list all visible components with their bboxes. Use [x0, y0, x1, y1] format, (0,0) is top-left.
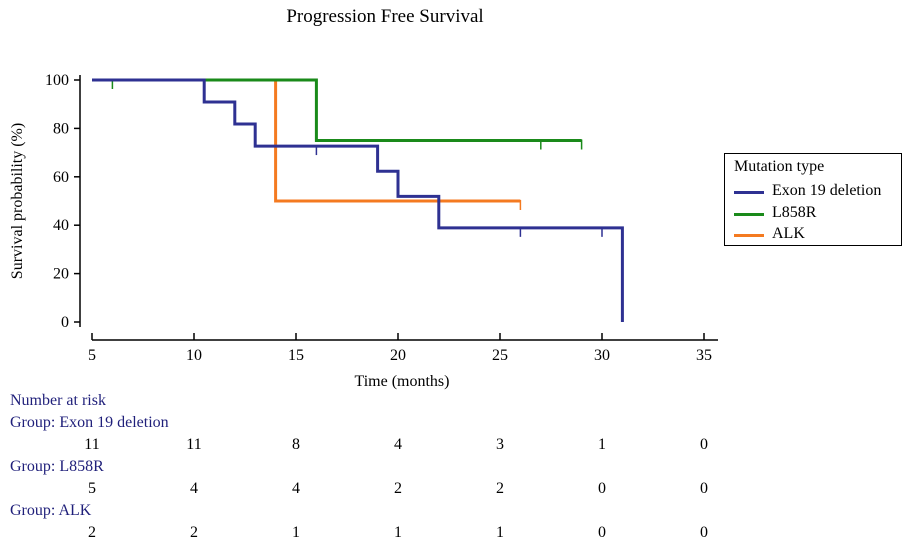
axes: 5 10 15 20 25 30 35 0 20 40 60 80 100 — [45, 72, 718, 364]
y-tick-label: 0 — [61, 314, 69, 331]
risk-count-exon19: 11 — [186, 436, 202, 453]
x-tick-label: 20 — [390, 347, 406, 364]
curve-exon19 — [92, 78, 624, 322]
y-tick-label: 80 — [53, 120, 69, 137]
legend-swatch-l858r — [734, 213, 764, 216]
x-axis-label: Time (months) — [355, 373, 450, 390]
risk-table-header: Number at risk — [10, 392, 106, 409]
risk-count-l858r: 5 — [88, 480, 96, 497]
risk-count-l858r: 4 — [190, 480, 198, 497]
legend-item-exon19: Exon 19 deletion — [734, 182, 902, 204]
risk-count-exon19: 1 — [598, 436, 606, 453]
risk-count-alk: 2 — [88, 524, 96, 541]
chart-title: Progression Free Survival — [286, 6, 484, 27]
risk-count-alk: 1 — [496, 524, 504, 541]
legend-swatch-alk — [734, 234, 764, 237]
risk-group-label-l858r: Group: L858R — [10, 458, 104, 475]
curve-l858r — [92, 78, 582, 142]
risk-count-exon19: 8 — [292, 436, 300, 453]
legend-swatch-exon19 — [734, 191, 764, 194]
risk-count-l858r: 2 — [394, 480, 402, 497]
risk-count-exon19: 3 — [496, 436, 504, 453]
x-tick-label: 30 — [594, 347, 610, 364]
risk-count-l858r: 0 — [598, 480, 606, 497]
risk-count-l858r: 2 — [496, 480, 504, 497]
legend-item-l858r: L858R — [734, 204, 902, 226]
x-tick-label: 5 — [88, 347, 96, 364]
risk-count-alk: 1 — [292, 524, 300, 541]
y-tick-label: 40 — [53, 217, 69, 234]
risk-count-exon19: 0 — [700, 436, 708, 453]
risk-count-alk: 1 — [394, 524, 402, 541]
legend-label-alk: ALK — [772, 225, 805, 242]
risk-count-exon19: 4 — [394, 436, 402, 453]
x-tick-label: 35 — [696, 347, 712, 364]
y-tick-label: 20 — [53, 266, 69, 283]
x-tick-label: 10 — [186, 347, 202, 364]
y-tick-label: 60 — [53, 169, 69, 186]
legend-item-alk: ALK — [734, 225, 902, 247]
legend-title: Mutation type — [734, 158, 825, 175]
y-tick-label: 100 — [45, 72, 69, 89]
risk-group-label-alk: Group: ALK — [10, 502, 92, 519]
risk-count-l858r: 4 — [292, 480, 300, 497]
legend-label-l858r: L858R — [772, 204, 817, 221]
risk-count-l858r: 0 — [700, 480, 708, 497]
number-at-risk-table: Number at risk Group: Exon 19 deletion 11… — [0, 390, 906, 543]
x-tick-label: 15 — [288, 347, 304, 364]
survival-curves — [92, 78, 624, 322]
risk-count-alk: 0 — [700, 524, 708, 541]
risk-count-exon19: 11 — [84, 436, 100, 453]
y-axis-label: Survival probability (%) — [9, 123, 26, 279]
risk-count-alk: 2 — [190, 524, 198, 541]
legend: Mutation type Exon 19 deletion L858R ALK — [724, 153, 902, 246]
legend-label-exon19: Exon 19 deletion — [772, 182, 882, 199]
risk-group-label-exon19: Group: Exon 19 deletion — [10, 414, 169, 431]
risk-count-alk: 0 — [598, 524, 606, 541]
x-tick-label: 25 — [492, 347, 508, 364]
